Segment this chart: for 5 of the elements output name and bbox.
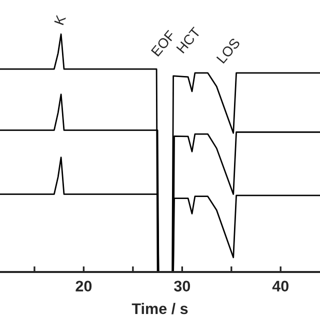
x-tick-label: 40 [272, 280, 288, 292]
x-tick-label: 20 [76, 280, 92, 292]
x-tick-label: 30 [174, 280, 190, 292]
annotation: K [54, 14, 66, 26]
x-axis-title: Time / s [132, 302, 188, 314]
